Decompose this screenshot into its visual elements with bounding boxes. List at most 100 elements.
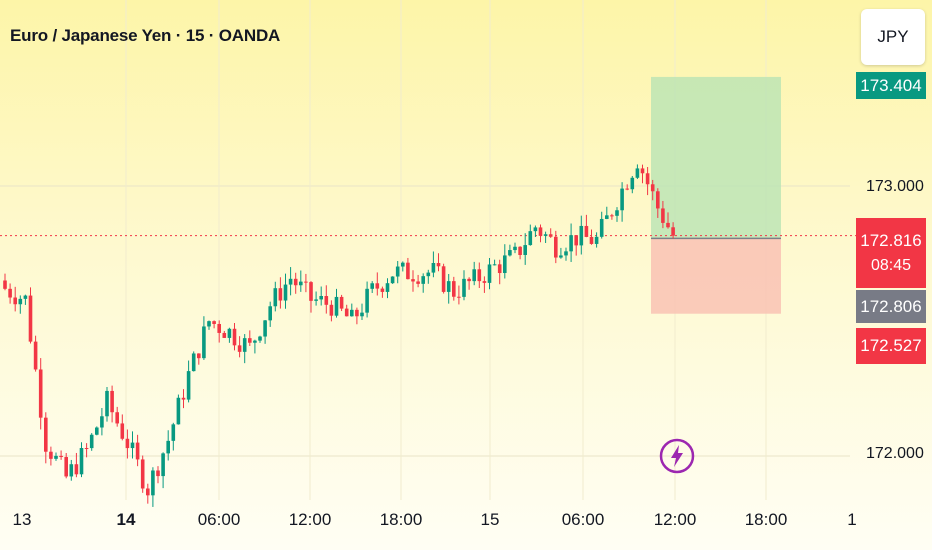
candle-body	[360, 312, 364, 317]
candle-body	[350, 309, 354, 317]
candle-body	[390, 276, 395, 284]
candle	[110, 385, 114, 423]
candle-body	[370, 283, 374, 289]
candle	[268, 301, 272, 327]
candle	[584, 214, 589, 238]
candle-body	[564, 251, 568, 256]
candle-body	[171, 424, 176, 441]
currency-button[interactable]: JPY	[861, 9, 925, 65]
candle	[620, 182, 624, 222]
candle	[242, 334, 247, 364]
candle-body	[538, 227, 543, 236]
stop-zone	[651, 238, 781, 314]
candle-body	[503, 255, 507, 274]
candle-body	[258, 336, 262, 341]
candle-body	[69, 464, 74, 477]
candle-body	[452, 281, 456, 297]
candle	[334, 288, 339, 318]
candle	[579, 215, 584, 255]
candle	[176, 394, 181, 425]
candle-body	[594, 236, 599, 244]
candle	[258, 335, 262, 343]
candle-body	[227, 328, 232, 338]
candle-body	[176, 397, 181, 425]
candle	[661, 200, 665, 229]
candle-body	[125, 438, 130, 449]
candle-body	[207, 321, 211, 327]
target-price-label: 173.404	[860, 75, 922, 95]
candle-body	[191, 353, 196, 372]
candle-body	[533, 227, 538, 232]
candle-body	[482, 281, 487, 283]
candle	[589, 229, 594, 245]
x-tick-label: 13	[12, 510, 32, 529]
candle	[197, 353, 201, 365]
currency-label: JPY	[877, 27, 909, 46]
candle-body	[253, 340, 257, 343]
candle-body	[309, 282, 313, 301]
y-tick-label-172: 172.000	[866, 445, 924, 462]
candle-body	[554, 236, 558, 258]
candle	[89, 433, 94, 451]
candle-body	[197, 353, 201, 359]
candle	[416, 274, 420, 288]
candle	[161, 452, 165, 489]
candle-body	[288, 278, 293, 285]
candle	[135, 434, 140, 467]
candle	[385, 278, 390, 299]
candle	[406, 257, 410, 280]
candle	[232, 322, 237, 351]
candle	[202, 316, 206, 360]
candle-body	[237, 345, 242, 352]
candle-body	[472, 269, 476, 282]
candle	[508, 244, 512, 257]
candle	[339, 294, 344, 312]
candle-body	[605, 215, 609, 219]
candle-body	[355, 309, 359, 317]
candle	[421, 273, 425, 293]
candle-body	[319, 296, 323, 300]
candle	[186, 360, 191, 403]
candle	[156, 466, 160, 484]
candle	[487, 258, 492, 290]
candle-body	[64, 457, 68, 477]
candle	[564, 247, 568, 261]
candle	[314, 291, 318, 306]
candle	[344, 304, 349, 317]
candle	[666, 212, 670, 229]
lightning-bolt-icon[interactable]	[659, 438, 695, 474]
candle-body	[579, 225, 584, 246]
candle	[441, 263, 446, 294]
candle-body	[293, 278, 298, 286]
candle	[304, 273, 308, 293]
candle	[100, 408, 104, 436]
candle	[23, 294, 28, 305]
candle-body	[299, 281, 303, 286]
candle-body	[135, 442, 140, 460]
candle-body	[559, 255, 563, 258]
candle-body	[421, 276, 425, 284]
candle-body	[181, 397, 186, 400]
candle-body	[278, 288, 283, 301]
candle	[105, 386, 109, 422]
candle	[181, 389, 186, 409]
candle	[309, 281, 313, 313]
target-zone	[651, 76, 781, 239]
candle	[671, 222, 675, 239]
candle-body	[202, 326, 206, 359]
candle-body	[344, 308, 349, 317]
candle-body	[263, 320, 267, 337]
stop-price-tag: 172.527	[856, 328, 926, 364]
candle	[120, 414, 125, 441]
candle	[324, 285, 329, 314]
candle-body	[156, 470, 160, 477]
candle-body	[38, 369, 43, 418]
candle	[59, 450, 63, 460]
candle-body	[273, 288, 278, 307]
candle-body	[33, 341, 38, 370]
candle	[472, 261, 476, 286]
candle-body	[166, 440, 170, 454]
candle-body	[54, 455, 58, 459]
